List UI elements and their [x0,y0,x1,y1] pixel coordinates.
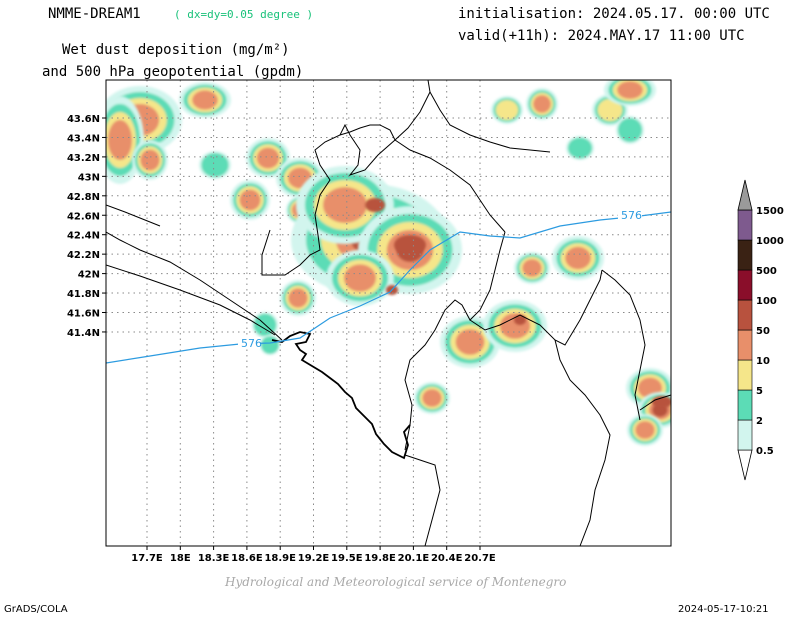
model-name: NMME-DREAM1 [48,6,141,22]
colorbar-swatch [737,299,753,331]
map-title-line1: Wet dust deposition (mg/m²) [62,42,290,58]
colorbar-level-label: 50 [756,326,770,337]
contour-label-west: 576 [241,337,262,350]
colorbar-swatch [737,209,753,241]
deposition-core [365,198,385,212]
colorbar-level-label: 2 [756,416,763,427]
lon-tick-label: 18E [170,553,191,564]
deposition-patch [326,250,394,306]
deposition-patch [440,316,500,368]
lon-tick-label: 19.5E [331,553,363,564]
deposition-core [394,235,426,255]
colorbar-level-label: 1000 [756,236,784,247]
deposition-patch [246,138,290,178]
lat-tick-label: 41.4N [67,328,100,339]
lat-tick-label: 41.8N [67,289,100,300]
lon-tick-label: 17.7E [131,553,163,564]
deposition-patch [230,180,270,220]
valid-time: valid(+11h): 2024.MAY.17 11:00 UTC [458,28,745,44]
colorbar-swatch [737,419,753,451]
lat-tick-label: 42N [78,270,100,281]
deposition-patch [616,116,644,144]
grid-resolution: ( dx=dy=0.05 degree ) [174,8,314,21]
software-label: GrADS/COLA [4,604,68,615]
colorbar-swatch [737,359,753,391]
lon-tick-label: 18.3E [198,553,230,564]
colorbar-level-label: 100 [756,296,777,307]
initialisation-time: initialisation: 2024.05.17. 00:00 UTC [458,6,770,22]
lat-tick-label: 42.8N [67,192,100,203]
contour-label-east: 576 [621,209,642,222]
lat-tick-label: 43.4N [67,133,100,144]
deposition-patch [566,136,594,160]
timestamp-label: 2024-05-17-10:21 [678,604,769,615]
deposition-patch [179,82,231,118]
colorbar-level-label: 5 [756,386,763,397]
deposition-patch [414,382,450,414]
country-borders [106,80,671,546]
colorbar-legend: 0.5 2 5 10 50 100 500 1000 1500 [737,179,784,481]
deposition-patch [526,88,558,120]
lat-tick-label: 43.6N [67,114,100,125]
deposition-patch [491,96,523,124]
deposition-patch [552,236,604,280]
deposition-patch [280,280,316,316]
lat-tick-label: 42.6N [67,211,100,222]
lat-tick-label: 42.4N [67,231,100,242]
deposition-patch [296,166,394,244]
lat-tick-label: 43.2N [67,153,100,164]
graticule [106,80,671,546]
deposition-patch [514,252,550,284]
colorbar-swatch [737,239,753,271]
credit-text: Hydrological and Meteorological service … [225,575,567,589]
lat-tick-label: 42.2N [67,250,100,261]
coastline [271,331,411,460]
lon-tick-label: 18.6E [231,553,263,564]
lon-tick-label: 20.1E [398,553,430,564]
colorbar-level-label: 500 [756,266,777,277]
colorbar-level-label: 10 [756,356,770,367]
deposition-core [514,315,526,325]
deposition-patch [199,151,231,179]
lon-tick-label: 19.2E [298,553,330,564]
map-title-line2: and 500 hPa geopotential (gpdm) [42,64,304,80]
latitude-axis: 43.6N 43.4N 43.2N 43N 42.8N 42.6N 42.4N 42.2N 42… [67,114,106,339]
deposition-patch [627,414,663,446]
colorbar-swatch [737,329,753,361]
deposition-patch [483,300,547,352]
lat-tick-label: 43N [78,172,100,183]
lon-tick-label: 20.7E [464,553,496,564]
lon-tick-label: 20.4E [431,553,463,564]
longitude-axis: 17.7E 18E 18.3E 18.6E 18.9E 19.2E 19.5E 19.8E 20… [131,546,496,564]
geopotential-contour [106,211,671,364]
colorbar-level-label: 1500 [756,206,784,217]
lat-tick-label: 41.6N [67,309,100,320]
deposition-patch [604,80,656,106]
lon-tick-label: 19.8E [364,553,396,564]
colorbar-level-label: 0.5 [756,446,774,457]
map-area [106,80,671,546]
lon-tick-label: 18.9E [264,553,296,564]
deposition-patch [132,140,168,180]
colorbar-swatch [737,389,753,421]
deposition-patch [260,335,280,355]
colorbar-swatch [737,269,753,301]
colorbar-top-triangle [737,179,753,211]
